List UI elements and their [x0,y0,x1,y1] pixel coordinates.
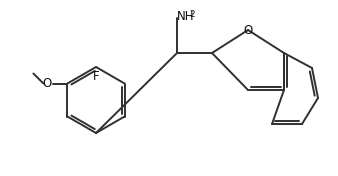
Text: O: O [43,77,52,90]
Text: F: F [93,70,99,83]
Text: 2: 2 [189,10,195,19]
Text: NH: NH [177,11,194,24]
Text: O: O [243,24,252,36]
